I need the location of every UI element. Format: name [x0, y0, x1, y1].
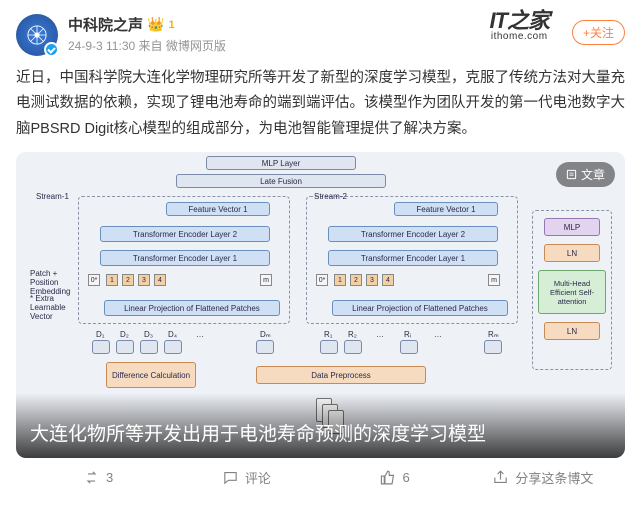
verified-badge-icon — [44, 42, 59, 57]
article-title: 大连化物所等开发出用于电池寿命预测的深度学习模型 — [16, 393, 625, 458]
share-icon — [492, 469, 509, 486]
user-level: 1 — [168, 19, 174, 31]
post-content: 近日，中国科学院大连化学物理研究所等开发了新型的深度学习模型，克服了传统方法对大… — [16, 66, 625, 142]
article-icon — [566, 169, 577, 180]
follow-button[interactable]: +关注 — [572, 20, 625, 45]
comment-button[interactable]: 评论 — [172, 468, 320, 487]
post-date[interactable]: 24-9-3 11:30 — [68, 39, 135, 53]
post-source[interactable]: 微博网页版 — [166, 39, 226, 53]
like-button[interactable]: 6 — [321, 469, 469, 486]
username[interactable]: 中科院之声 — [68, 14, 143, 35]
like-icon — [380, 469, 397, 486]
article-card[interactable]: MLP Layer Late Fusion Stream-1 Feature V… — [16, 152, 625, 458]
repost-button[interactable]: 3 — [24, 469, 172, 486]
avatar[interactable] — [16, 14, 58, 56]
crown-icon: 👑 — [147, 16, 164, 33]
comment-icon — [222, 469, 239, 486]
article-tag: 文章 — [556, 162, 615, 187]
watermark: IT之家 ithome.com — [489, 10, 549, 42]
share-button[interactable]: 分享这条博文 — [469, 468, 617, 487]
repost-icon — [83, 469, 100, 486]
